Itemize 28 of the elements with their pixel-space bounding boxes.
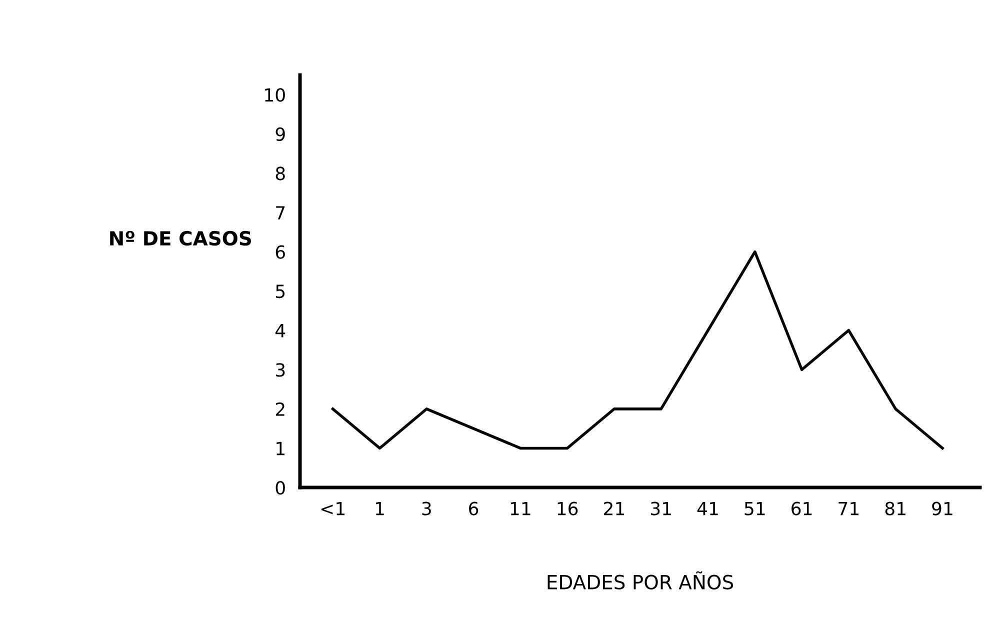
- x-tick-label: 21: [604, 502, 624, 516]
- y-tick-label: 5: [276, 284, 285, 298]
- x-tick-label: 16: [558, 502, 578, 516]
- y-tick-label: 0: [276, 480, 285, 495]
- x-tick-label: 6: [469, 502, 478, 516]
- x-tick-label: 51: [744, 502, 765, 516]
- x-tick-label: 3: [422, 502, 431, 516]
- x-tick-label: <1: [321, 502, 344, 516]
- y-tick-label: 9: [276, 127, 285, 142]
- y-tick-label: 2: [276, 402, 284, 416]
- x-tick-label: 31: [650, 502, 671, 516]
- y-tick-label: 3: [276, 363, 285, 377]
- x-tick-label: 41: [697, 502, 718, 516]
- y-tick-label: 10: [265, 88, 285, 102]
- y-axis-title: Nº DE CASOS: [110, 230, 251, 246]
- y-tick-label: 8: [276, 166, 285, 180]
- y-tick-label: 7: [276, 206, 285, 220]
- x-tick-label: 11: [510, 502, 530, 516]
- y-tick-label: 4: [276, 324, 286, 338]
- y-tick-label: 1: [276, 442, 284, 456]
- x-tick-label: 1: [376, 502, 384, 516]
- y-tick-label: 6: [276, 245, 285, 259]
- x-tick-label: 71: [838, 502, 859, 516]
- x-axis-title: EDADES POR AÑOS: [548, 571, 734, 590]
- x-tick-label: 81: [885, 502, 906, 516]
- x-tick-label: 91: [932, 502, 952, 516]
- x-tick-label: 61: [792, 502, 812, 516]
- line-series: [331, 250, 944, 450]
